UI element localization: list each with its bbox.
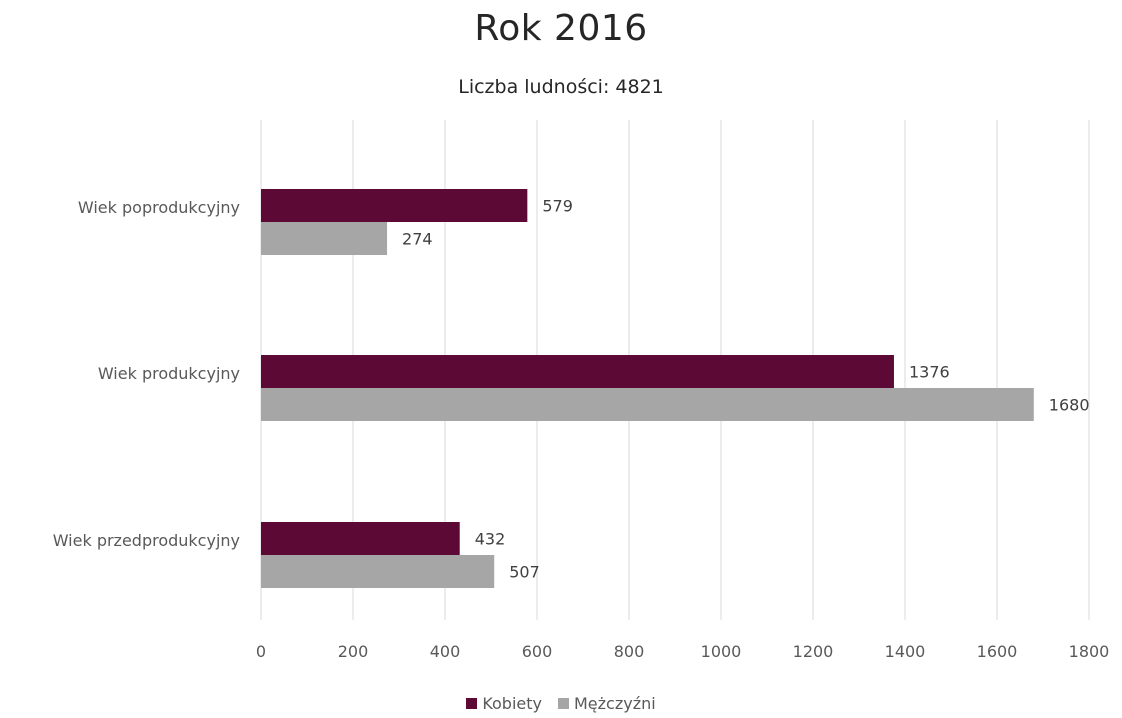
x-tick-label: 1800 [1069,642,1110,661]
legend-item-mezczyzni: Mężczyźni [557,694,656,713]
legend-swatch-mezczyzni [557,698,569,709]
category-label: Wiek poprodukcyjny [78,198,240,217]
bar [261,555,495,588]
data-label: 432 [475,530,506,549]
x-tick-label: 200 [338,642,369,661]
legend-label-kobiety: Kobiety [482,694,542,713]
x-tick-label: 400 [430,642,461,661]
legend-swatch-kobiety [466,698,478,709]
bar [261,388,1034,421]
x-tick-label: 600 [522,642,553,661]
data-label: 1376 [909,363,950,382]
chart-title: Rok 2016 [474,8,648,49]
legend-item-kobiety: Kobiety [466,694,542,713]
legend: Kobiety Mężczyźni [0,694,1122,713]
x-tick-label: 1600 [977,642,1018,661]
legend-label-mezczyzni: Mężczyźni [573,694,656,713]
chart-subtitle: Liczba ludności: 4821 [458,76,664,98]
category-label: Wiek produkcyjny [98,364,240,383]
x-tick-label: 1000 [701,642,742,661]
plot-area: 0 200 400 600 800 1000 1200 1400 1600 1800 Wiek po… [53,120,1110,661]
category-label: Wiek przedprodukcyjny [53,531,240,550]
data-label: 507 [509,563,540,582]
data-label: 579 [542,197,573,216]
data-label: 1680 [1049,396,1090,415]
data-label: 274 [402,230,433,249]
x-tick-label: 0 [256,642,266,661]
x-tick-label: 1400 [885,642,926,661]
x-tick-label: 1200 [793,642,834,661]
bar [261,189,528,222]
bar [261,355,894,388]
x-tick-label: 800 [614,642,645,661]
bar [261,222,388,255]
bar [261,522,460,555]
